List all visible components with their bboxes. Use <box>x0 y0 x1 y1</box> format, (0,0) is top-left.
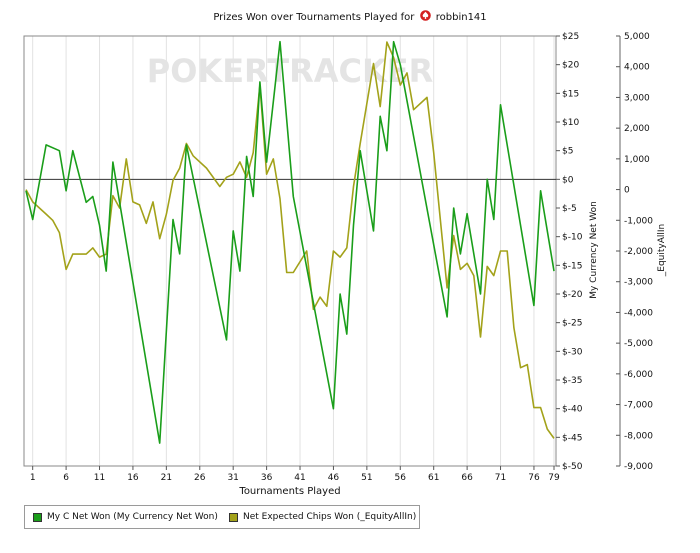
y-axis-label-chips: _EquityAllIn <box>657 224 667 277</box>
y-axis-label-currency: My Currency Net Won <box>589 201 599 299</box>
x-axis: 1 6 11 16 21 26 31 36 41 46 51 56 61 66 71 76 79 <box>30 466 560 483</box>
legend-label-expected-chips: Net Expected Chips Won (_EquityAllIn) <box>243 512 417 522</box>
y-tick-label-currency: $-40 <box>562 405 583 415</box>
y-tick-label-currency: $-35 <box>562 376 582 386</box>
x-tick-label: 66 <box>461 473 473 483</box>
y-tick-label-chips: -3,000 <box>624 278 653 288</box>
chart-title: Prizes Won over Tournaments Played for r… <box>0 10 700 24</box>
legend-swatch-net-won <box>33 512 42 522</box>
x-tick-label: 36 <box>261 473 273 483</box>
series-group <box>25 40 555 444</box>
grid-lines <box>32 36 555 466</box>
x-tick-label: 46 <box>328 473 340 483</box>
y-tick-label-chips: -2,000 <box>624 247 653 257</box>
y-axis-currency: $25 $20 $15 $10 $5 $0 $-5 $-10 $-15 $-20 $-25 $-30 $… <box>556 32 583 472</box>
y-tick-label-chips: 1,000 <box>624 155 650 165</box>
y-tick-label-currency: $10 <box>562 118 579 128</box>
y-tick-label-chips: -5,000 <box>624 339 653 349</box>
y-tick-label-chips: -4,000 <box>624 308 653 318</box>
y-tick-label-currency: $-45 <box>562 433 582 443</box>
y-tick-label-chips: 0 <box>624 186 630 196</box>
x-axis-label: Tournaments Played <box>238 486 340 497</box>
legend-swatch-expected-chips <box>229 512 238 522</box>
x-tick-label: 1 <box>30 473 36 483</box>
y-tick-label-chips: -6,000 <box>624 370 653 380</box>
series-line-net-won <box>25 40 555 444</box>
y-tick-label-currency: $-25 <box>562 319 582 329</box>
x-tick-label: 31 <box>227 473 238 483</box>
x-tick-label: 21 <box>161 473 172 483</box>
legend-item-net-won: My C Net Won (My Currency Net Won) <box>33 512 218 522</box>
y-tick-label-chips: -1,000 <box>624 216 653 226</box>
player-name: robbin141 <box>435 12 487 23</box>
y-tick-label-chips: -8,000 <box>624 431 653 441</box>
x-tick-label: 61 <box>428 473 439 483</box>
y-tick-label-currency: $-15 <box>562 261 582 271</box>
x-tick-label: 6 <box>63 473 69 483</box>
series-line-expected-chips <box>25 41 555 439</box>
y-tick-label-chips: -9,000 <box>624 462 653 472</box>
y-tick-label-currency: $15 <box>562 89 579 99</box>
x-tick-label: 41 <box>294 473 305 483</box>
spade-icon <box>419 10 431 24</box>
x-tick-label: 71 <box>495 473 506 483</box>
y-tick-label-currency: $20 <box>562 61 579 71</box>
x-tick-label: 56 <box>395 473 407 483</box>
y-tick-label-chips: -7,000 <box>624 401 653 411</box>
legend: My C Net Won (My Currency Net Won) Net E… <box>24 505 420 529</box>
y-tick-label-chips: 5,000 <box>624 32 650 42</box>
y-tick-label-currency: $-20 <box>562 290 583 300</box>
y-tick-label-currency: $5 <box>562 147 573 157</box>
x-tick-label: 26 <box>194 473 206 483</box>
y-tick-label-chips: 3,000 <box>624 93 650 103</box>
y-tick-label-chips: 4,000 <box>624 63 650 73</box>
y-axis-chips: 5,000 4,000 3,000 2,000 1,000 0 -1,000 -2,000 -3… <box>616 32 653 472</box>
x-tick-label: 51 <box>361 473 372 483</box>
y-tick-label-currency: $-5 <box>562 204 577 214</box>
x-tick-label: 11 <box>94 473 105 483</box>
y-tick-label-currency: $25 <box>562 32 579 42</box>
legend-label-net-won: My C Net Won (My Currency Net Won) <box>47 512 218 522</box>
x-tick-label: 79 <box>548 473 560 483</box>
chart-title-text: Prizes Won over Tournaments Played for <box>213 12 415 23</box>
plot-frame <box>23 35 557 467</box>
y-tick-label-chips: 2,000 <box>624 124 650 134</box>
y-tick-label-currency: $-50 <box>562 462 583 472</box>
y-tick-label-currency: $0 <box>562 175 574 185</box>
y-tick-label-currency: $-10 <box>562 233 583 243</box>
legend-item-expected-chips: Net Expected Chips Won (_EquityAllIn) <box>229 512 416 522</box>
y-tick-label-currency: $-30 <box>562 347 583 357</box>
x-tick-label: 16 <box>127 473 139 483</box>
x-tick-label: 76 <box>528 473 540 483</box>
